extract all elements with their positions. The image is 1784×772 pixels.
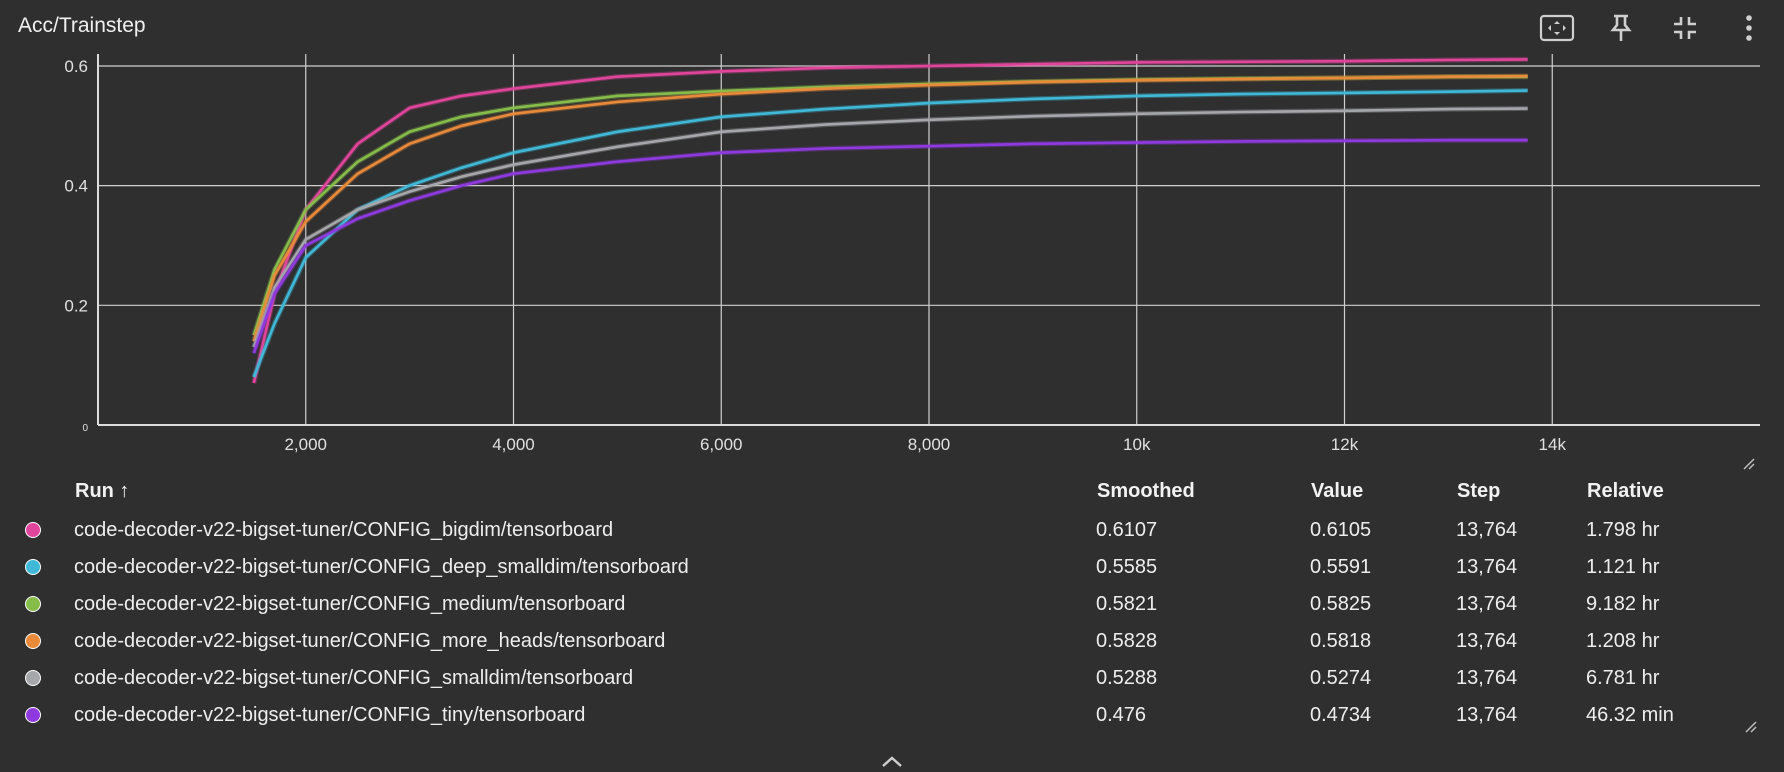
smoothed-value: 0.5821 (1096, 593, 1158, 615)
header-smoothed[interactable]: Smoothed (1097, 480, 1195, 502)
series-line[interactable] (252, 74, 1528, 342)
run-color-swatch[interactable] (25, 522, 41, 538)
raw-value: 0.5591 (1310, 556, 1372, 578)
raw-value: 0.6105 (1310, 519, 1372, 541)
step-value: 13,764 (1456, 704, 1518, 726)
run-color-swatch[interactable] (25, 596, 41, 612)
smoothed-value: 0.6107 (1096, 519, 1158, 541)
collapse-button[interactable] (1664, 10, 1706, 46)
y-tick-label: 0.2 (64, 296, 88, 315)
table-row[interactable]: code-decoder-v22-bigset-tuner/CONFIG_sma… (0, 660, 1784, 696)
run-color-swatch[interactable] (25, 559, 41, 575)
y-tick-label: 0 (82, 423, 88, 434)
card-toolbar (1536, 10, 1770, 46)
chevron-up-icon[interactable] (880, 754, 904, 768)
run-name: code-decoder-v22-bigset-tuner/CONFIG_med… (74, 593, 626, 615)
smoothed-value: 0.476 (1096, 704, 1147, 726)
series-line[interactable] (252, 138, 1528, 354)
run-name: code-decoder-v22-bigset-tuner/CONFIG_sma… (74, 667, 634, 689)
relative-time: 1.208 hr (1586, 630, 1660, 652)
table-row[interactable]: code-decoder-v22-bigset-tuner/CONFIG_tin… (0, 697, 1784, 733)
raw-value: 0.5825 (1310, 593, 1372, 615)
y-tick-label: 0.4 (64, 177, 88, 196)
collapse-icon (1674, 17, 1696, 39)
pin-icon (1610, 14, 1632, 41)
series-line[interactable] (252, 58, 1528, 384)
x-axis-ticks: 2,000 4,000 6,000 8,000 10k 12k 14k (284, 435, 1566, 454)
x-tick-label: 12k (1331, 435, 1359, 454)
x-tick-label: 4,000 (492, 435, 535, 454)
run-color-swatch[interactable] (25, 707, 41, 723)
series-raw-line (251, 56, 1528, 384)
run-name: code-decoder-v22-bigset-tuner/CONFIG_tin… (74, 704, 586, 726)
run-color-swatch[interactable] (25, 670, 41, 686)
table-row[interactable]: code-decoder-v22-bigset-tuner/CONFIG_dee… (0, 549, 1784, 585)
header-run[interactable]: Run ↑ (75, 480, 130, 502)
pin-button[interactable] (1600, 10, 1642, 46)
x-tick-label: 8,000 (908, 435, 951, 454)
table-row[interactable]: code-decoder-v22-bigset-tuner/CONFIG_mor… (0, 623, 1784, 659)
run-name: code-decoder-v22-bigset-tuner/CONFIG_big… (74, 519, 614, 541)
run-color-swatch[interactable] (25, 633, 41, 649)
run-name: code-decoder-v22-bigset-tuner/CONFIG_dee… (74, 556, 689, 578)
series-raw-line (251, 106, 1528, 349)
header-value[interactable]: Value (1311, 480, 1364, 502)
raw-value: 0.5818 (1310, 630, 1372, 652)
series-line[interactable] (252, 75, 1528, 336)
x-tick-label: 6,000 (700, 435, 743, 454)
chart-resize-handle-icon[interactable] (1743, 458, 1755, 470)
smoothed-value: 0.5585 (1096, 556, 1158, 578)
step-value: 13,764 (1456, 593, 1518, 615)
more-button[interactable] (1728, 10, 1770, 46)
card-title: Acc/Trainstep (18, 14, 146, 37)
more-vert-icon (1746, 15, 1752, 41)
series-raw-line (251, 74, 1528, 336)
smoothed-value: 0.5288 (1096, 667, 1158, 689)
header-step[interactable]: Step (1457, 480, 1501, 502)
step-value: 13,764 (1456, 556, 1518, 578)
step-value: 13,764 (1456, 519, 1518, 541)
relative-time: 6.781 hr (1586, 667, 1660, 689)
smoothed-value: 0.5828 (1096, 630, 1158, 652)
chart-grid (97, 54, 1760, 426)
series-line[interactable] (252, 89, 1528, 378)
raw-value: 0.4734 (1310, 704, 1372, 726)
run-name: code-decoder-v22-bigset-tuner/CONFIG_mor… (74, 630, 666, 652)
chart-series (251, 56, 1528, 384)
table-resize-handle-icon[interactable] (1744, 720, 1758, 734)
line-chart[interactable]: 2,000 4,000 6,000 8,000 10k 12k 14k 0 0.2 0.4 0.6 (0, 54, 1784, 474)
step-value: 13,764 (1456, 667, 1518, 689)
relative-time: 9.182 hr (1586, 593, 1660, 615)
table-row[interactable]: code-decoder-v22-bigset-tuner/CONFIG_med… (0, 586, 1784, 622)
y-axis-ticks: 0 0.2 0.4 0.6 (64, 57, 88, 434)
relative-time: 1.798 hr (1586, 519, 1660, 541)
fit-domain-icon (1539, 14, 1575, 42)
table-row[interactable]: code-decoder-v22-bigset-tuner/CONFIG_big… (0, 512, 1784, 548)
fit-domain-button[interactable] (1536, 10, 1578, 46)
relative-time: 1.121 hr (1586, 556, 1660, 578)
relative-time: 46.32 min (1586, 704, 1674, 726)
x-tick-label: 14k (1539, 435, 1567, 454)
raw-value: 0.5274 (1310, 667, 1372, 689)
step-value: 13,764 (1456, 630, 1518, 652)
series-raw-line (251, 73, 1528, 342)
x-tick-label: 10k (1123, 435, 1151, 454)
y-tick-label: 0.6 (64, 57, 88, 76)
x-tick-label: 2,000 (284, 435, 327, 454)
header-relative[interactable]: Relative (1587, 480, 1664, 502)
series-line[interactable] (252, 107, 1528, 348)
